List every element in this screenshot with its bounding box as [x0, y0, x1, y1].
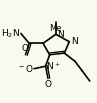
Text: N: N	[71, 37, 78, 46]
Text: Me: Me	[49, 24, 62, 33]
Text: $\mathregular{H_2N}$: $\mathregular{H_2N}$	[1, 27, 20, 40]
Text: O: O	[22, 44, 29, 53]
Text: N: N	[57, 30, 64, 39]
Text: O: O	[45, 80, 52, 89]
Text: $\mathregular{^-O}$: $\mathregular{^-O}$	[17, 63, 33, 74]
Text: $\mathregular{N^+}$: $\mathregular{N^+}$	[46, 60, 61, 72]
